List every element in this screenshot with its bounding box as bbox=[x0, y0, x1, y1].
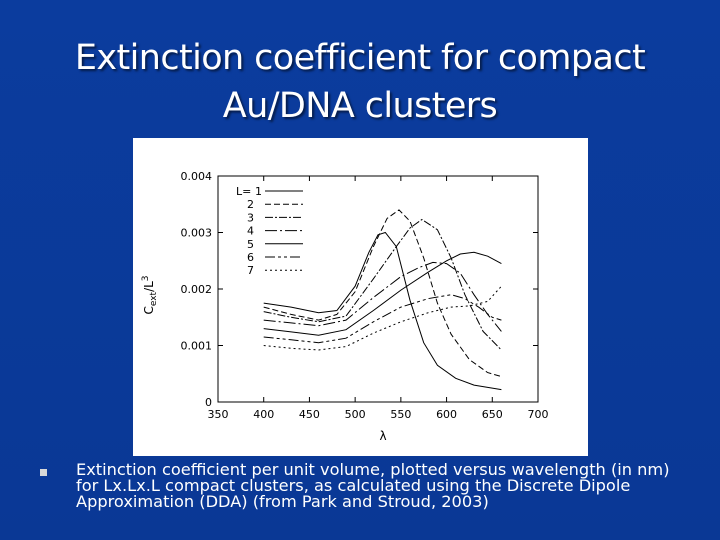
chart-figure: 350 400 450 500 550 600 650 700 0 0.001 0.002 0.003… bbox=[133, 138, 588, 456]
slide-title-line-1: Extinction coefficient for compact bbox=[74, 38, 646, 78]
x-tick-label: 350 bbox=[208, 408, 229, 421]
series-line-4 bbox=[263, 261, 502, 332]
x-tick-label: 500 bbox=[345, 408, 366, 421]
y-tick-label: 0.004 bbox=[181, 170, 213, 183]
bullet-marker bbox=[40, 469, 47, 476]
plot-border bbox=[217, 175, 539, 403]
series-line-5 bbox=[263, 251, 502, 336]
legend-label-4: 4 bbox=[247, 225, 254, 238]
legend-label-7: 7 bbox=[247, 264, 254, 277]
legend-title: L= bbox=[236, 185, 251, 198]
series-group bbox=[263, 209, 502, 391]
y-tick-label: 0.002 bbox=[181, 283, 213, 296]
legend-label-2: 2 bbox=[247, 198, 254, 211]
y-tick-label: 0 bbox=[205, 396, 212, 409]
legend-label-5: 5 bbox=[247, 238, 254, 251]
x-tick-label: 650 bbox=[482, 408, 503, 421]
series-line-3 bbox=[263, 218, 502, 351]
plot-frame bbox=[217, 175, 539, 403]
series-line-6 bbox=[263, 294, 502, 344]
legend-label-1: 1 bbox=[255, 185, 262, 198]
bullet-caption: Extinction coefficient per unit volume, … bbox=[76, 460, 670, 511]
x-tick-label: 400 bbox=[253, 408, 274, 421]
x-tick-label: 600 bbox=[436, 408, 457, 421]
axis-ticks: 350 400 450 500 550 600 650 700 0 0.001 0.002 0.003… bbox=[181, 170, 549, 421]
series-line-2 bbox=[263, 209, 502, 378]
x-tick-label: 450 bbox=[299, 408, 320, 421]
x-axis-label: λ bbox=[379, 429, 386, 443]
slide-title: Extinction coefficient for compact Au/DN… bbox=[40, 34, 680, 130]
x-tick-label: 550 bbox=[390, 408, 411, 421]
x-tick-label: 700 bbox=[528, 408, 549, 421]
y-axis-label: Cext/L3 bbox=[141, 275, 159, 314]
extinction-chart: 350 400 450 500 550 600 650 700 0 0.001 0.002 0.003… bbox=[141, 170, 549, 443]
y-tick-label: 0.003 bbox=[181, 227, 213, 240]
legend-label-3: 3 bbox=[247, 211, 254, 224]
series-line-1 bbox=[263, 231, 502, 391]
y-tick-label: 0.001 bbox=[181, 340, 213, 353]
series-line-7 bbox=[263, 285, 502, 351]
legend-label-6: 6 bbox=[247, 251, 254, 264]
slide-title-line-2: Au/DNA clusters bbox=[222, 86, 498, 126]
